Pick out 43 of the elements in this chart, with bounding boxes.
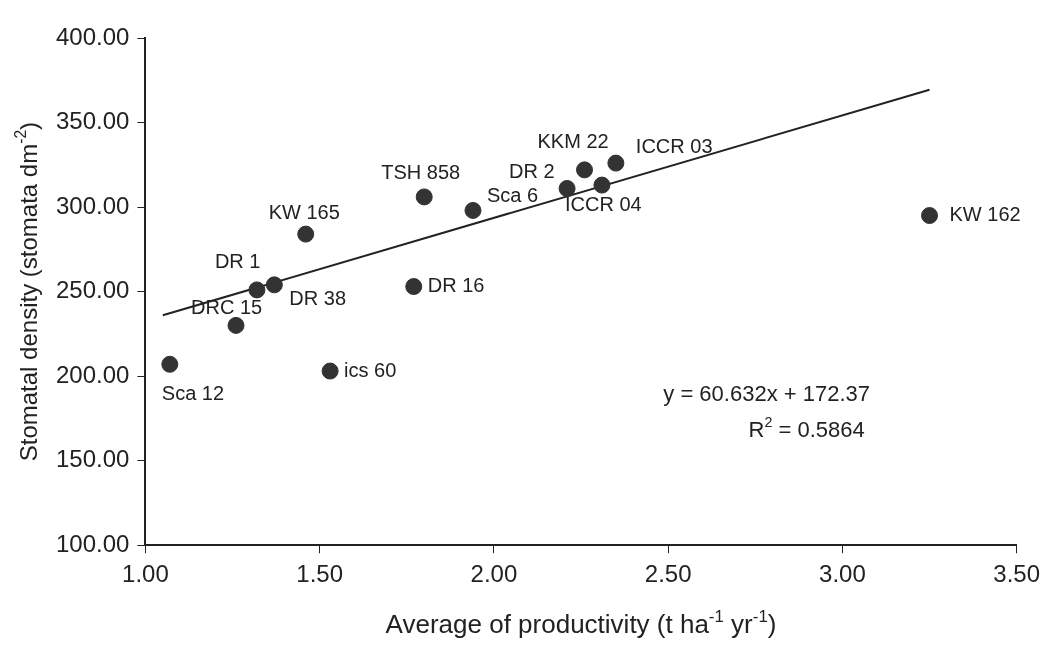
annotation: y = 60.632x + 172.37 [663,381,871,407]
point [921,207,939,225]
annotation: KW 165 [268,200,340,223]
point [464,201,482,219]
point [265,276,283,294]
y-tick-label: 400.00 [56,22,130,50]
point [607,154,625,172]
y-tick-label: 150.00 [56,445,130,473]
point [161,355,179,373]
y-tick-label: 250.00 [56,276,130,304]
point [415,188,433,206]
x-tick-label: 3.50 [993,560,1040,588]
annotation: KKM 22 [537,130,609,153]
annotation: ics 60 [344,358,397,381]
point [405,278,423,296]
annotation: DR 2 [509,159,555,182]
annotation: Sca 6 [486,183,539,206]
point [558,179,576,197]
annotation: Sca 12 [161,381,225,404]
x-tick-label: 1.00 [122,560,169,588]
point [593,176,611,194]
annotation: DR 16 [427,274,485,297]
y-tick-label: 300.00 [56,191,130,219]
y-tick-label: 100.00 [56,529,130,557]
annotation: DR 38 [289,287,347,310]
point [227,316,245,334]
annotation: DRC 15 [191,295,263,318]
point [576,161,594,179]
annotation: ICCR 03 [635,134,713,157]
annotation: DR 1 [214,250,261,273]
y-tick-label: 350.00 [56,107,130,135]
annotation: TSH 858 [381,161,461,184]
point [248,281,266,299]
annotation: ICCR 04 [564,192,642,215]
y-tick-label: 200.00 [56,360,130,388]
point [321,362,339,380]
point [297,225,315,243]
annotation: KW 162 [949,203,1021,226]
x-tick-label: 2.50 [644,560,692,588]
x-tick-label: 2.00 [470,560,518,588]
x-tick-label: 3.00 [819,560,866,588]
y-axis-title: Stomatal density (stomata dm-2) [11,121,42,462]
x-tick-label: 1.50 [296,560,344,588]
